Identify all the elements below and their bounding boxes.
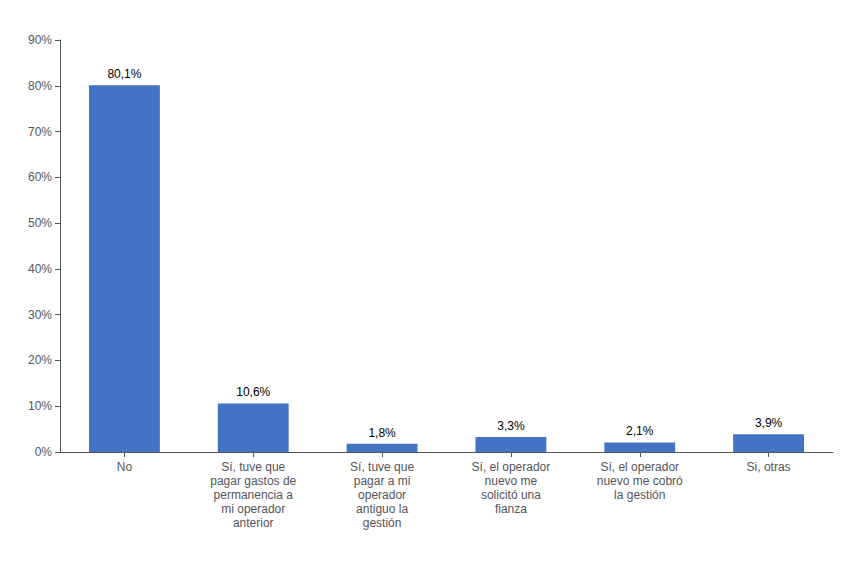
svg-text:10,6%: 10,6% [236,385,270,399]
svg-text:nuevo me cobró: nuevo me cobró [597,474,683,488]
svg-text:80,1%: 80,1% [107,67,141,81]
svg-text:pagar a mi: pagar a mi [354,474,411,488]
svg-text:10%: 10% [28,399,52,413]
svg-text:solicitó una: solicitó una [481,488,541,502]
svg-text:3,3%: 3,3% [497,419,525,433]
svg-text:80%: 80% [28,79,52,93]
svg-text:nuevo me: nuevo me [485,474,538,488]
svg-text:Sí, tuve que: Sí, tuve que [350,460,414,474]
svg-text:operador: operador [358,488,406,502]
svg-text:gestión: gestión [363,516,402,530]
svg-text:30%: 30% [28,308,52,322]
svg-text:50%: 50% [28,216,52,230]
svg-text:fianza: fianza [495,502,527,516]
svg-text:60%: 60% [28,170,52,184]
svg-text:anterior: anterior [233,516,274,530]
svg-text:90%: 90% [28,33,52,47]
svg-text:antiguo la: antiguo la [356,502,408,516]
svg-text:3,9%: 3,9% [755,416,783,430]
svg-text:permanencia a: permanencia a [214,488,294,502]
svg-text:Sí, el operador: Sí, el operador [472,460,551,474]
svg-text:40%: 40% [28,262,52,276]
svg-text:1,8%: 1,8% [368,426,396,440]
svg-text:Sí, el operador: Sí, el operador [600,460,679,474]
svg-text:mi operador: mi operador [221,502,285,516]
svg-text:2,1%: 2,1% [626,424,654,438]
svg-text:70%: 70% [28,125,52,139]
svg-text:20%: 20% [28,353,52,367]
svg-text:Si, otras: Si, otras [747,460,791,474]
svg-text:pagar gastos de: pagar gastos de [210,474,296,488]
svg-text:No: No [117,460,133,474]
svg-text:la gestión: la gestión [614,488,665,502]
svg-text:0%: 0% [35,445,53,459]
svg-text:Sí, tuve que: Sí, tuve que [221,460,285,474]
